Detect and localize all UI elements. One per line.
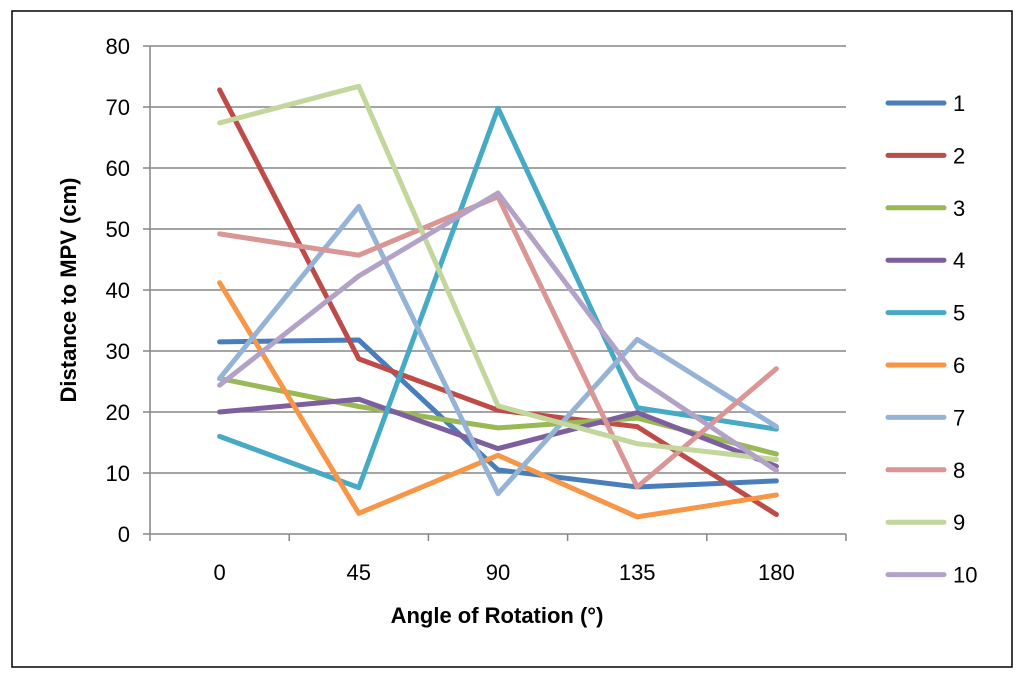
- legend-label-1: 1: [953, 91, 965, 116]
- series-line-2: [217, 87, 779, 517]
- y-tick-label: 70: [106, 95, 130, 120]
- y-tick-label: 30: [106, 339, 130, 364]
- legend-label-7: 7: [953, 405, 965, 430]
- y-axis-title: Distance to MPV (cm): [56, 178, 81, 403]
- tick-labels: 0 10 20 30 40 50 60 70 80 0 45 90 135 180: [106, 34, 795, 585]
- y-tick-label: 80: [106, 34, 130, 59]
- y-tick-label: 50: [106, 217, 130, 242]
- x-axis-title: Angle of Rotation (°): [391, 603, 604, 628]
- legend-label-9: 9: [953, 510, 965, 535]
- series-line-5: [217, 105, 779, 491]
- y-tick-label: 20: [106, 400, 130, 425]
- x-tick-label: 180: [758, 560, 795, 585]
- chart-border: [11, 10, 1013, 668]
- legend-label-3: 3: [953, 196, 965, 221]
- y-tick-label: 60: [106, 156, 130, 181]
- axes: [143, 45, 847, 541]
- legend-label-4: 4: [953, 248, 965, 273]
- series-line-1: [217, 337, 779, 490]
- legend-label-10: 10: [953, 563, 977, 588]
- x-tick-label: 135: [619, 560, 656, 585]
- x-tick-label: 45: [347, 560, 371, 585]
- legend-label-8: 8: [953, 458, 965, 483]
- y-tick-label: 40: [106, 278, 130, 303]
- legend: 1 2 3 4 5 6 7 8 9 10: [885, 91, 977, 588]
- series-line-7: [217, 203, 779, 497]
- y-tick-label: 0: [118, 522, 130, 547]
- x-tick-label: 0: [213, 560, 225, 585]
- y-tick-label: 10: [106, 461, 130, 486]
- x-tick-label: 90: [486, 560, 510, 585]
- series-lines: [217, 83, 779, 520]
- legend-label-6: 6: [953, 353, 965, 378]
- legend-label-2: 2: [953, 143, 965, 168]
- series-line-10: [217, 190, 779, 474]
- series-line-4: [217, 396, 779, 469]
- series-line-9: [217, 83, 779, 463]
- series-line-6: [217, 280, 779, 520]
- legend-label-5: 5: [953, 301, 965, 326]
